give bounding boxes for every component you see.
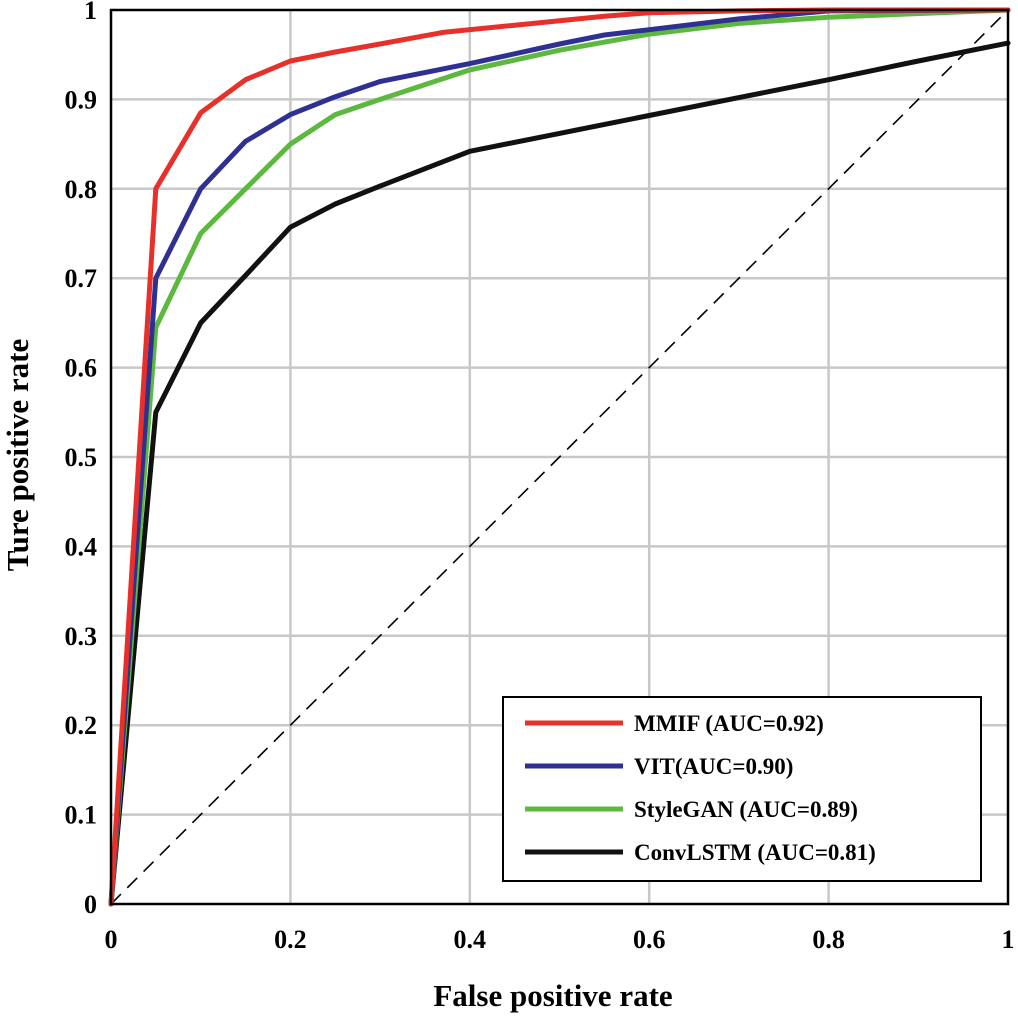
x-tick-label: 0 [105,925,118,954]
legend: MMIF (AUC=0.92) VIT(AUC=0.90) StyleGAN (AU… [502,696,982,882]
x-tick-label: 0.4 [454,925,487,954]
legend-label: StyleGAN (AUC=0.89) [634,797,858,822]
chance-reference-line [110,9,1009,905]
x-tick-label: 0.6 [633,925,666,954]
reference-line-group [110,9,1009,905]
series-line [108,7,1011,907]
y-tick-label: 0.2 [65,711,98,740]
y-tick-label: 0.6 [65,354,98,383]
y-tick-label: 0.8 [65,175,98,204]
legend-label: ConvLSTM (AUC=0.81) [634,840,876,865]
x-axis-label: False positive rate [433,978,672,1013]
plot-frame [109,8,1010,906]
tick-labels: 0 0.2 0.4 0.6 0.8 1 0 0.1 0.2 0.3 0.4 0.5 0.6 0.7 0.8 0… [65,0,1015,954]
legend-label: MMIF (AUC=0.92) [634,711,824,736]
series-line [108,40,1011,907]
legend-label: VIT(AUC=0.90) [634,754,793,779]
y-tick-label: 1 [84,0,97,25]
x-tick-label: 0.8 [812,925,845,954]
x-tick-label: 1 [1002,925,1015,954]
y-tick-label: 0 [84,890,97,919]
y-tick-label: 0.1 [65,801,98,830]
grid [111,10,1008,904]
y-tick-label: 0.4 [65,532,98,561]
y-tick-label: 0.5 [65,443,98,472]
y-tick-label: 0.7 [65,264,98,293]
y-tick-label: 0.3 [65,622,98,651]
x-tick-label: 0.2 [274,925,307,954]
y-tick-label: 0.9 [65,85,98,114]
y-axis-label: Ture positive rate [0,339,35,572]
series-line [108,7,1011,907]
